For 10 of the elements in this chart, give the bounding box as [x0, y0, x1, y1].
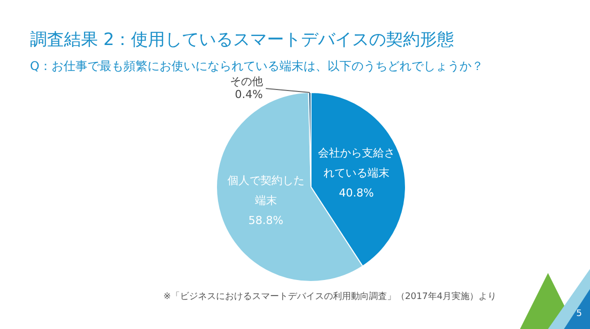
chart-subtitle: Q：お仕事で最も頻繁にお使いになられている端末は、以下のうちどれでしょうか？ [30, 58, 484, 75]
chart-title: 調査結果 2：使用しているスマートデバイスの契約形態 [30, 29, 454, 51]
slice-label: 会社から支給されている端末 [318, 146, 395, 180]
text: 5 [576, 309, 582, 319]
text: ※「ビジネスにおけるスマートデバイスの利用動向調査」（2017年4月実施）より [162, 290, 498, 303]
slice-label: その他 [230, 74, 263, 88]
data-label: 58.8% [248, 214, 284, 227]
data-label: 0.4% [234, 88, 263, 101]
data-label: 40.8% [338, 186, 374, 200]
slice-label: 個人で契約した端末 [227, 174, 304, 207]
